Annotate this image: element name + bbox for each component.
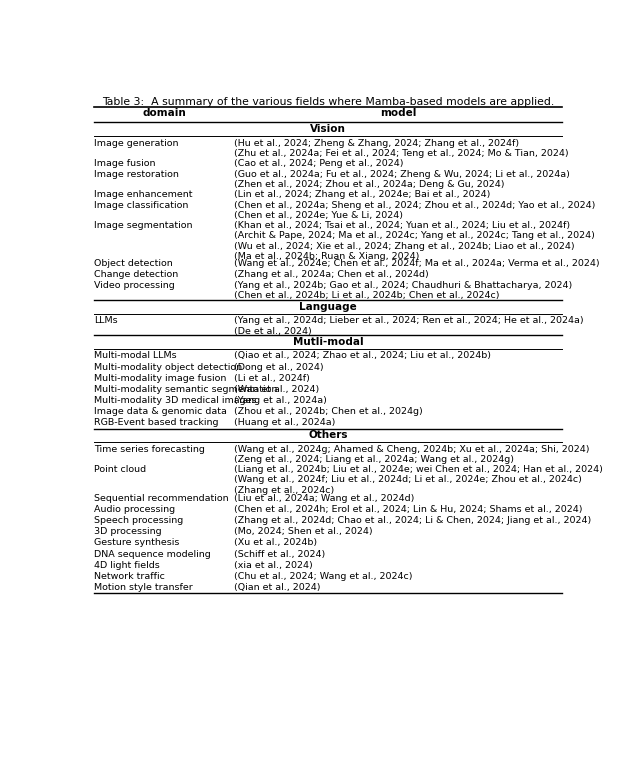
Text: (Qian et al., 2024): (Qian et al., 2024) bbox=[234, 583, 321, 592]
Text: (Zhou et al., 2024b; Chen et al., 2024g): (Zhou et al., 2024b; Chen et al., 2024g) bbox=[234, 408, 423, 416]
Text: (Liu et al., 2024a; Wang et al., 2024d): (Liu et al., 2024a; Wang et al., 2024d) bbox=[234, 494, 415, 502]
Text: Image fusion: Image fusion bbox=[94, 159, 156, 168]
Text: Time series forecasting: Time series forecasting bbox=[94, 445, 205, 454]
Text: (Chen et al., 2024a; Sheng et al., 2024; Zhou et al., 2024d; Yao et al., 2024)
(: (Chen et al., 2024a; Sheng et al., 2024;… bbox=[234, 201, 596, 221]
Text: (Schiff et al., 2024): (Schiff et al., 2024) bbox=[234, 550, 326, 558]
Text: Image generation: Image generation bbox=[94, 139, 179, 148]
Text: (Khan et al., 2024; Tsai et al., 2024; Yuan et al., 2024; Liu et al., 2024f)
(Ar: (Khan et al., 2024; Tsai et al., 2024; Y… bbox=[234, 221, 595, 261]
Text: Point cloud: Point cloud bbox=[94, 465, 146, 474]
Text: Multi-modality 3D medical images: Multi-modality 3D medical images bbox=[94, 396, 257, 405]
Text: (Xu et al., 2024b): (Xu et al., 2024b) bbox=[234, 538, 317, 548]
Text: (Hu et al., 2024; Zheng & Zhang, 2024; Zhang et al., 2024f)
(Zhu et al., 2024a; : (Hu et al., 2024; Zheng & Zhang, 2024; Z… bbox=[234, 139, 569, 158]
Text: RGB-Event based tracking: RGB-Event based tracking bbox=[94, 418, 218, 427]
Text: Object detection: Object detection bbox=[94, 259, 173, 267]
Text: (Wan et al., 2024): (Wan et al., 2024) bbox=[234, 385, 319, 394]
Text: (Li et al., 2024f): (Li et al., 2024f) bbox=[234, 374, 310, 383]
Text: Gesture synthesis: Gesture synthesis bbox=[94, 538, 179, 548]
Text: LLMs: LLMs bbox=[94, 316, 118, 326]
Text: Others: Others bbox=[308, 430, 348, 440]
Text: (Zhang et al., 2024a; Chen et al., 2024d): (Zhang et al., 2024a; Chen et al., 2024d… bbox=[234, 270, 429, 279]
Text: Image segmentation: Image segmentation bbox=[94, 221, 193, 230]
Text: Image classification: Image classification bbox=[94, 201, 188, 210]
Text: Multi-modality image fusion: Multi-modality image fusion bbox=[94, 374, 227, 383]
Text: 4D light fields: 4D light fields bbox=[94, 561, 160, 570]
Text: Motion style transfer: Motion style transfer bbox=[94, 583, 193, 592]
Text: DNA sequence modeling: DNA sequence modeling bbox=[94, 550, 211, 558]
Text: Audio processing: Audio processing bbox=[94, 505, 175, 514]
Text: Image data & genomic data: Image data & genomic data bbox=[94, 408, 227, 416]
Text: (Yang et al., 2024d; Lieber et al., 2024; Ren et al., 2024; He et al., 2024a)
(D: (Yang et al., 2024d; Lieber et al., 2024… bbox=[234, 316, 584, 336]
Text: Mutli-modal: Mutli-modal bbox=[292, 337, 364, 347]
Text: (Cao et al., 2024; Peng et al., 2024): (Cao et al., 2024; Peng et al., 2024) bbox=[234, 159, 404, 168]
Text: Speech processing: Speech processing bbox=[94, 516, 183, 525]
Text: (xia et al., 2024): (xia et al., 2024) bbox=[234, 561, 313, 570]
Text: domain: domain bbox=[142, 108, 186, 118]
Text: (Yang et al., 2024a): (Yang et al., 2024a) bbox=[234, 396, 327, 405]
Text: (Mo, 2024; Shen et al., 2024): (Mo, 2024; Shen et al., 2024) bbox=[234, 527, 373, 536]
Text: (Yang et al., 2024b; Gao et al., 2024; Chaudhuri & Bhattacharya, 2024)
(Chen et : (Yang et al., 2024b; Gao et al., 2024; C… bbox=[234, 281, 573, 300]
Text: (Guo et al., 2024a; Fu et al., 2024; Zheng & Wu, 2024; Li et al., 2024a)
(Zhen e: (Guo et al., 2024a; Fu et al., 2024; Zhe… bbox=[234, 170, 570, 189]
Text: model: model bbox=[380, 108, 417, 118]
Text: Vision: Vision bbox=[310, 124, 346, 134]
Text: Network traffic: Network traffic bbox=[94, 572, 165, 581]
Text: (Wang et al., 2024e; Chen et al., 2024f; Ma et al., 2024a; Verma et al., 2024): (Wang et al., 2024e; Chen et al., 2024f;… bbox=[234, 259, 600, 267]
Text: Multi-modal LLMs: Multi-modal LLMs bbox=[94, 352, 177, 361]
Text: (Dong et al., 2024): (Dong et al., 2024) bbox=[234, 362, 324, 372]
Text: Sequential recommendation: Sequential recommendation bbox=[94, 494, 228, 502]
Text: Table 3:  A summary of the various fields where Mamba-based models are applied.: Table 3: A summary of the various fields… bbox=[102, 97, 554, 106]
Text: Change detection: Change detection bbox=[94, 270, 178, 279]
Text: Image enhancement: Image enhancement bbox=[94, 190, 193, 198]
Text: (Lin et al., 2024; Zhang et al., 2024e; Bai et al., 2024): (Lin et al., 2024; Zhang et al., 2024e; … bbox=[234, 190, 491, 198]
Text: (Qiao et al., 2024; Zhao et al., 2024; Liu et al., 2024b): (Qiao et al., 2024; Zhao et al., 2024; L… bbox=[234, 352, 492, 361]
Text: Image restoration: Image restoration bbox=[94, 170, 179, 178]
Text: 3D processing: 3D processing bbox=[94, 527, 161, 536]
Text: (Wang et al., 2024g; Ahamed & Cheng, 2024b; Xu et al., 2024a; Shi, 2024)
(Zeng e: (Wang et al., 2024g; Ahamed & Cheng, 202… bbox=[234, 445, 590, 464]
Text: (Zhang et al., 2024d; Chao et al., 2024; Li & Chen, 2024; Jiang et al., 2024): (Zhang et al., 2024d; Chao et al., 2024;… bbox=[234, 516, 591, 525]
Text: (Chen et al., 2024h; Erol et al., 2024; Lin & Hu, 2024; Shams et al., 2024): (Chen et al., 2024h; Erol et al., 2024; … bbox=[234, 505, 583, 514]
Text: Language: Language bbox=[299, 302, 357, 312]
Text: (Chu et al., 2024; Wang et al., 2024c): (Chu et al., 2024; Wang et al., 2024c) bbox=[234, 572, 413, 581]
Text: Multi-modality object detection: Multi-modality object detection bbox=[94, 362, 242, 372]
Text: Video processing: Video processing bbox=[94, 281, 175, 290]
Text: (Liang et al., 2024b; Liu et al., 2024e; wei Chen et al., 2024; Han et al., 2024: (Liang et al., 2024b; Liu et al., 2024e;… bbox=[234, 465, 604, 495]
Text: (Huang et al., 2024a): (Huang et al., 2024a) bbox=[234, 418, 336, 427]
Text: Multi-modality semantic segmentation: Multi-modality semantic segmentation bbox=[94, 385, 277, 394]
